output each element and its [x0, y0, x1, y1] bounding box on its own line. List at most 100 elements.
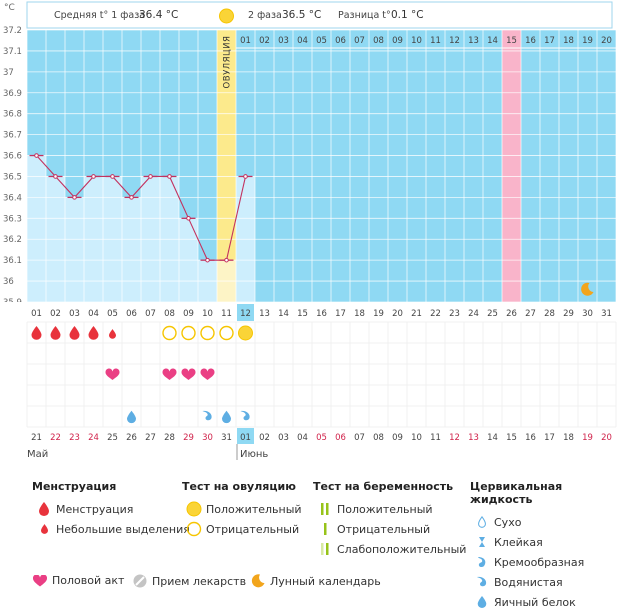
legend-label: Менструация — [56, 502, 134, 516]
temperature-marker — [186, 216, 191, 221]
cycle-day-label: 17 — [335, 309, 346, 319]
temperature-marker — [110, 174, 115, 179]
cycle-day-label: 26 — [506, 309, 517, 319]
legend-item-watery: Водянистая — [470, 572, 626, 592]
calendar-date-label: 17 — [544, 433, 555, 443]
month-label-june: Июнь — [240, 449, 268, 460]
cycle-day-label: 23 — [449, 309, 460, 319]
y-tick-label: 36.7 — [3, 131, 22, 141]
luteal-day-label: 13 — [468, 36, 479, 46]
luteal-day-label: 17 — [544, 36, 555, 46]
cycle-day-label: 11 — [221, 309, 232, 319]
legend-menstruation: Менструация Менструация Небольшие выделе… — [32, 480, 190, 539]
one-stripe-icon — [313, 522, 337, 536]
legend-item-menstruation: Менструация — [32, 499, 190, 519]
cycle-day-label: 02 — [50, 309, 61, 319]
luteal-day-label: 16 — [525, 36, 536, 46]
calendar-date-label: 21 — [31, 433, 42, 443]
calendar-date-label: 23 — [69, 433, 80, 443]
legend-moon: Лунный календарь — [246, 574, 381, 588]
calendar-date-label: 13 — [468, 433, 479, 443]
menstruation-drop — [69, 326, 80, 340]
calendar-date-label: 18 — [563, 433, 574, 443]
cycle-day-label: 09 — [183, 309, 194, 319]
calendar-date-label: 01 — [240, 433, 251, 443]
calendar-date-label: 15 — [506, 433, 517, 443]
luteal-day-label: 11 — [430, 36, 441, 46]
calendar-date-label: 22 — [50, 433, 61, 443]
legend-label: Положительный — [206, 502, 302, 516]
unit-label: °C — [4, 3, 15, 13]
sticky-icon — [470, 536, 494, 548]
temperature-marker — [34, 153, 39, 158]
legend-ovulation-test-title: Тест на овуляцию — [182, 480, 296, 493]
legend-item-ovulation-negative: Отрицательный — [182, 519, 302, 539]
cycle-day-label: 18 — [354, 309, 365, 319]
today-date-highlight — [237, 428, 254, 444]
cycle-day-label: 03 — [69, 309, 80, 319]
legend-label: Прием лекарств — [152, 574, 247, 588]
temperature-marker — [148, 174, 153, 179]
y-tick-label: 37.1 — [3, 47, 22, 57]
weak-stripes-icon — [313, 542, 337, 556]
cycle-day-label: 06 — [126, 309, 137, 319]
legend-item-spotting: Небольшие выделения — [32, 519, 190, 539]
legend-item-sticky: Клейкая — [470, 532, 626, 552]
y-tick-label: 36.1 — [3, 256, 22, 266]
legend-item-creamy: Кремообразная — [470, 552, 626, 572]
ovulation-test-positive — [238, 325, 253, 341]
luteal-day-label: 02 — [259, 36, 270, 46]
cycle-day-label: 08 — [164, 309, 175, 319]
temperature-marker — [205, 257, 210, 263]
legend-item-pregnancy-weak: Слабоположительный — [313, 539, 466, 559]
legend-cervical-title: Цервикальная жидкость — [470, 480, 563, 506]
cycle-day-label: 13 — [259, 309, 270, 319]
symbols-area — [0, 302, 626, 462]
legend-intercourse: Половой акт — [28, 574, 124, 587]
legend-label: Лунный календарь — [270, 574, 381, 588]
intercourse-heart — [181, 368, 196, 380]
y-tick-label: 37 — [3, 68, 14, 78]
calendar-date-label: 12 — [449, 433, 460, 443]
temperature-bar — [65, 197, 84, 302]
luteal-day-label: 14 — [487, 36, 498, 46]
calendar-date-label: 02 — [259, 433, 270, 443]
current-day-highlight — [237, 304, 254, 321]
luteal-day-label: 15 — [506, 36, 517, 46]
calendar-date-label: 20 — [601, 433, 612, 443]
luteal-day-label: 18 — [563, 36, 574, 46]
calendar-date-label: 16 — [525, 433, 536, 443]
phase1-average-value: 36.4 °C — [139, 9, 178, 21]
legend-item-egg-white: Яичный белок — [470, 592, 626, 612]
cycle-day-label: 24 — [468, 309, 479, 319]
cycle-day-label: 29 — [563, 309, 574, 319]
y-tick-label: 36.6 — [3, 152, 22, 162]
luteal-day-label: 01 — [240, 36, 251, 46]
calendar-date-label: 09 — [392, 433, 403, 443]
test-negative-icon — [182, 521, 206, 537]
phase2-average-value: 36.5 °C — [282, 9, 321, 21]
two-stripes-icon — [313, 502, 337, 516]
cycle-day-label: 31 — [601, 309, 612, 319]
calendar-date-label: 26 — [126, 433, 137, 443]
cycle-day-label: 27 — [525, 309, 536, 319]
cervical-egg-white — [127, 410, 136, 424]
legend-label: Сухо — [494, 515, 522, 529]
cycle-day-label: 21 — [411, 309, 422, 319]
calendar-date-label: 07 — [354, 433, 365, 443]
calendar-date-label: 10 — [411, 433, 422, 443]
y-tick-label: 36.2 — [3, 235, 22, 245]
legend-item-dry: Сухо — [470, 512, 626, 532]
calendar-date-label: 05 — [316, 433, 327, 443]
calendar-date-label: 27 — [145, 433, 156, 443]
luteal-day-label: 08 — [373, 36, 384, 46]
luteal-day-label: 12 — [449, 36, 460, 46]
cycle-day-label: 04 — [88, 309, 99, 319]
calendar-date-label: 25 — [107, 433, 118, 443]
legend-cervical: Цервикальная жидкость Сухо Клейкая Кремо… — [470, 480, 626, 612]
temperature-marker — [91, 174, 96, 179]
ovulation-test-negative — [219, 325, 234, 341]
legend-label: Отрицательный — [337, 522, 431, 536]
pill-icon — [128, 574, 152, 588]
intercourse-heart — [200, 368, 215, 380]
